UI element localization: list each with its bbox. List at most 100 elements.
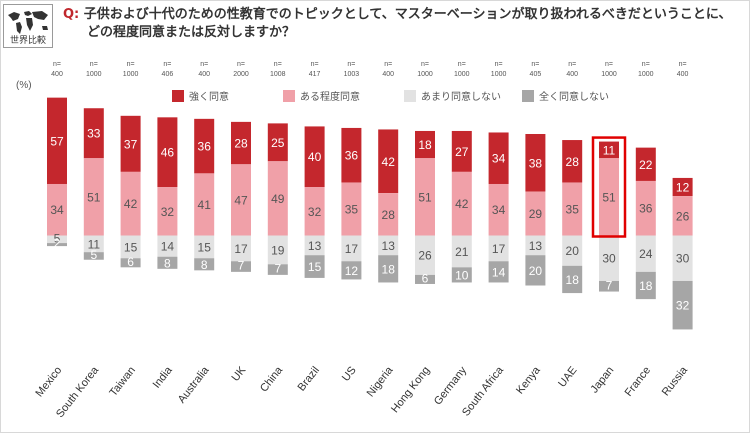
bar-australia-s3 <box>194 235 215 259</box>
sample-size-mexico: 400 <box>51 71 63 78</box>
bar-uk-s2 <box>231 164 251 236</box>
bar-taiwan-s4 <box>120 258 141 268</box>
category-label-nigeria: Nigeria <box>365 364 396 400</box>
legend: 強く同意 ある程度同意 あまり同意しない 全く同意しない <box>172 90 609 103</box>
sample-prefix-mexico: n= <box>53 61 61 68</box>
value-label-south-korea-s2: 51 <box>87 190 101 204</box>
sample-prefix-uae: n= <box>568 61 576 68</box>
highlight-box-japan <box>591 136 627 238</box>
sample-size-taiwan: 1000 <box>123 71 139 78</box>
value-label-mexico-s2: 34 <box>50 203 64 217</box>
value-label-france-s4: 18 <box>639 279 653 293</box>
bar-nigeria-s1 <box>378 129 399 194</box>
value-label-brazil-s2: 32 <box>308 205 322 219</box>
bar-india-s4 <box>157 256 178 269</box>
bar-russia-s2 <box>672 196 693 236</box>
bar-brazil-s2 <box>304 187 325 236</box>
bar-south-korea-s2 <box>83 158 104 236</box>
bar-us-s1 <box>341 127 362 183</box>
legend-swatch-1 <box>172 90 184 102</box>
value-label-india-s4: 8 <box>164 256 171 270</box>
sample-prefix-china: n= <box>274 61 282 68</box>
bar-hong-kong-s3 <box>415 235 435 275</box>
bar-japan-s4 <box>599 280 619 292</box>
value-label-japan-s4: 7 <box>606 278 613 292</box>
sample-size-australia: 400 <box>198 71 210 78</box>
bar-france-s2 <box>635 180 656 236</box>
value-label-us-s4: 12 <box>345 264 359 278</box>
category-label-taiwan: Taiwan <box>107 364 138 398</box>
category-label-brazil: Brazil <box>296 364 322 393</box>
sample-prefix-uk: n= <box>237 61 245 68</box>
value-label-china-s3: 19 <box>271 243 285 257</box>
world-map-icon <box>8 11 48 34</box>
value-label-uk-s2: 47 <box>234 193 248 207</box>
value-label-japan-s2: 51 <box>602 190 616 204</box>
value-label-south-africa-s2: 34 <box>492 203 506 217</box>
world-comparison-logo: 世界比較 <box>3 4 53 48</box>
value-label-china-s4: 7 <box>274 262 281 276</box>
value-label-nigeria-s2: 28 <box>382 208 396 222</box>
category-label-japan: Japan <box>588 364 616 395</box>
value-label-japan-s1: 11 <box>603 143 616 157</box>
sample-prefix-hong-kong: n= <box>421 61 429 68</box>
sample-size-uk: 2000 <box>233 71 249 78</box>
logo-label: 世界比較 <box>9 36 46 46</box>
bar-france-s4 <box>635 271 656 300</box>
sample-size-japan: 1000 <box>601 71 617 78</box>
sample-size-kenya: 405 <box>530 71 542 78</box>
value-label-south-korea-s4: 5 <box>90 248 97 262</box>
sample-prefix-taiwan: n= <box>127 61 135 68</box>
sample-prefix-brazil: n= <box>311 61 319 68</box>
bar-brazil-s3 <box>304 235 325 256</box>
value-label-france-s1: 22 <box>639 158 653 172</box>
bar-brazil-s1 <box>304 126 325 188</box>
value-label-nigeria-s3: 13 <box>382 239 396 253</box>
bar-nigeria-s3 <box>378 235 399 256</box>
category-label-china: China <box>258 364 286 395</box>
question-line-2: どの程度同意または反対しますか？ <box>87 25 296 40</box>
sample-size-us: 1003 <box>344 71 360 78</box>
value-label-uk-s3: 17 <box>234 242 248 256</box>
bar-china-s4 <box>267 264 288 275</box>
bar-mexico-s1 <box>47 97 67 184</box>
sample-prefix-russia: n= <box>679 61 687 68</box>
bar-russia-s1 <box>672 177 693 197</box>
bar-china-s1 <box>267 123 288 162</box>
value-label-uk-s1: 28 <box>234 137 248 151</box>
unit-label: (%) <box>16 80 32 91</box>
value-label-germany-s3: 21 <box>455 245 469 259</box>
bars: 5734523351115374215646321483641158284717… <box>47 97 693 330</box>
bar-kenya-s2 <box>525 191 546 236</box>
value-label-south-korea-s3: 11 <box>88 237 101 251</box>
bar-germany-s2 <box>451 171 472 236</box>
bar-uae-s1 <box>562 140 583 183</box>
value-label-china-s2: 49 <box>271 192 285 206</box>
bar-hong-kong-s4 <box>415 274 435 284</box>
value-label-us-s3: 17 <box>345 242 359 256</box>
value-label-hong-kong-s4: 6 <box>422 271 429 285</box>
bar-australia-s2 <box>194 173 215 236</box>
sample-size-france: 1000 <box>638 71 654 78</box>
value-label-nigeria-s4: 18 <box>382 262 396 276</box>
bar-kenya-s4 <box>525 255 546 286</box>
sample-prefix-us: n= <box>347 61 355 68</box>
bar-japan-s2 <box>599 158 619 236</box>
bar-taiwan-s2 <box>120 171 141 236</box>
category-label-india: India <box>151 364 176 391</box>
legend-label-2: ある程度同意 <box>300 90 360 103</box>
bar-us-s4 <box>341 261 362 280</box>
bar-south-africa-s3 <box>488 235 509 262</box>
value-label-france-s3: 24 <box>639 247 653 261</box>
bar-uae-s2 <box>562 182 583 236</box>
category-label-russia: Russia <box>660 364 691 399</box>
category-label-germany: Germany <box>432 364 470 407</box>
value-label-india-s3: 14 <box>161 240 175 254</box>
legend-label-3: あまり同意しない <box>421 90 501 103</box>
value-label-mexico-s3: 5 <box>54 231 61 245</box>
legend-swatch-4 <box>522 90 534 102</box>
value-label-russia-s2: 26 <box>676 209 690 223</box>
question-line-1-text: 子供および十代のための性教育でのトピックとして、マスターベーションが取り扱われる… <box>83 7 732 22</box>
legend-swatch-3 <box>404 90 416 102</box>
bar-india-s2 <box>157 187 178 236</box>
